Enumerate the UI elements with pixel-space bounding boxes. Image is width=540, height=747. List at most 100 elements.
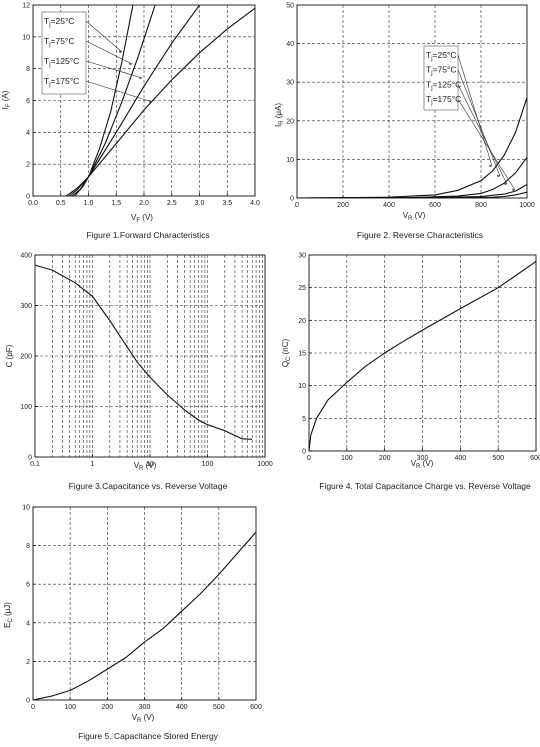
y-axis-unit: (A) bbox=[1, 90, 10, 103]
chart-4: 0 100 200 300 400 500 600 0 5 10 15 20 25 30 VR (V) QC … bbox=[281, 253, 540, 492]
legend-value: =25°C bbox=[51, 16, 75, 26]
legend-pointer-head bbox=[489, 164, 492, 168]
x-axis-symbol: V bbox=[132, 713, 138, 722]
x-tick-label: 200 bbox=[337, 202, 349, 209]
legend-subscript: j bbox=[48, 22, 50, 28]
figure-caption: Figure 4. Total Capacitance Charge vs. R… bbox=[319, 481, 531, 491]
legend-symbol: T bbox=[44, 16, 49, 26]
y-axis-subscript: C bbox=[8, 618, 14, 623]
legend-entry: Tj=75°C bbox=[426, 65, 457, 77]
series-line-1 bbox=[65, 5, 134, 196]
chart-5-grid bbox=[33, 507, 256, 700]
y-axis-subscript: C bbox=[286, 356, 292, 361]
legend-pointer-head bbox=[119, 50, 122, 54]
x-axis-label: VR (V) bbox=[134, 461, 157, 472]
y-tick-label: 0 bbox=[28, 455, 32, 462]
legend-box bbox=[423, 45, 459, 111]
chart-3-grid bbox=[35, 255, 265, 457]
x-axis-subscript: R bbox=[416, 464, 421, 470]
legend-entry: Tj=25°C bbox=[426, 50, 457, 62]
x-tick-label: 2.0 bbox=[139, 200, 149, 207]
legend-entry: Tj=25°C bbox=[44, 16, 75, 28]
y-axis-symbol: C (pF) bbox=[5, 344, 14, 367]
y-axis-symbol: I bbox=[274, 125, 283, 127]
legend-symbol: T bbox=[44, 56, 49, 66]
figure-caption: Figure 3.Capacitance vs. Reverse Voltage bbox=[69, 481, 228, 491]
y-tick-label: 4 bbox=[26, 620, 30, 627]
legend-value: =25°C bbox=[433, 50, 457, 60]
legend-subscript: j bbox=[430, 56, 432, 62]
x-axis-unit: (V) bbox=[143, 461, 156, 470]
legend-pointer bbox=[457, 84, 508, 185]
chart-2-frame bbox=[296, 4, 528, 199]
y-tick-label: 8 bbox=[26, 543, 30, 550]
y-tick-label: 0 bbox=[26, 698, 30, 705]
legend-value: =75°C bbox=[51, 36, 75, 46]
x-tick-label: 0 bbox=[31, 704, 35, 711]
y-axis-symbol: E bbox=[3, 623, 12, 628]
legend-pointer bbox=[85, 80, 153, 103]
y-axis-label: IF (A) bbox=[1, 90, 12, 109]
x-tick-label: 0 bbox=[307, 455, 311, 462]
series-line-4 bbox=[297, 191, 527, 198]
x-tick-label: 400 bbox=[383, 202, 395, 209]
x-axis-unit: (V) bbox=[141, 713, 154, 722]
legend-entry: Tj=175°C bbox=[426, 94, 461, 106]
chart-5: 0 100 200 300 400 500 600 0 2 4 6 8 10 VR (V) EC (μJ) F… bbox=[3, 505, 262, 742]
x-tick-label: 300 bbox=[417, 455, 429, 462]
y-axis-unit: (μA) bbox=[274, 103, 283, 121]
y-tick-label: 10 bbox=[22, 505, 30, 512]
y-tick-label: 2 bbox=[26, 162, 30, 169]
x-tick-label: 800 bbox=[475, 202, 487, 209]
y-tick-label: 6 bbox=[26, 98, 30, 105]
x-axis-symbol: V bbox=[134, 461, 140, 470]
x-tick-label: 0.5 bbox=[56, 200, 66, 207]
x-tick-label: 100 bbox=[202, 461, 214, 468]
y-tick-label: 10 bbox=[298, 383, 306, 390]
legend-pointer-head bbox=[497, 174, 500, 178]
legend-box bbox=[41, 11, 87, 95]
x-tick-label: 3.0 bbox=[195, 200, 205, 207]
y-axis-label: IR (μA) bbox=[274, 103, 285, 127]
y-tick-label: 20 bbox=[298, 318, 306, 325]
y-axis-label: C (pF) bbox=[5, 344, 14, 367]
x-tick-label: 500 bbox=[492, 455, 504, 462]
y-axis-label: EC (μJ) bbox=[3, 602, 14, 628]
x-tick-label: 200 bbox=[101, 704, 113, 711]
series-line-1 bbox=[297, 97, 527, 198]
x-axis-subscript: R bbox=[408, 216, 413, 222]
legend-pointer bbox=[457, 69, 501, 177]
x-axis-symbol: V bbox=[131, 213, 137, 222]
legend-pointer-head bbox=[139, 76, 142, 80]
y-tick-label: 300 bbox=[20, 303, 32, 310]
legend-value: =125°C bbox=[433, 79, 462, 89]
y-axis-subscript: F bbox=[6, 103, 12, 107]
y-tick-label: 30 bbox=[298, 253, 306, 260]
x-tick-label: 1 bbox=[91, 461, 95, 468]
x-tick-label: 1.0 bbox=[84, 200, 94, 207]
legend-value: =125°C bbox=[51, 56, 80, 66]
x-tick-label: 100 bbox=[64, 704, 76, 711]
legend-pointer-head bbox=[504, 182, 507, 186]
x-tick-label: 200 bbox=[379, 455, 391, 462]
y-tick-label: 0 bbox=[26, 194, 30, 201]
legend-value: =175°C bbox=[51, 76, 80, 86]
legend-entry: Tj=175°C bbox=[44, 76, 79, 88]
legend-entry: Tj=75°C bbox=[44, 36, 75, 48]
x-tick-label: 1000 bbox=[519, 202, 535, 209]
legend-value: =75°C bbox=[433, 65, 457, 75]
x-tick-label: 600 bbox=[530, 455, 540, 462]
y-tick-label: 5 bbox=[302, 416, 306, 423]
y-tick-label: 12 bbox=[22, 3, 30, 10]
y-tick-label: 400 bbox=[20, 253, 32, 260]
x-axis-label: VR (V) bbox=[132, 713, 155, 724]
series-line-2 bbox=[68, 5, 156, 196]
series-line-1 bbox=[309, 261, 536, 451]
x-tick-label: 1.5 bbox=[111, 200, 121, 207]
figure-caption: Figure 1.Forward Characteristics bbox=[86, 230, 209, 240]
y-tick-label: 0 bbox=[302, 449, 306, 456]
y-axis-symbol: Q bbox=[281, 361, 290, 367]
y-tick-label: 200 bbox=[20, 354, 32, 361]
